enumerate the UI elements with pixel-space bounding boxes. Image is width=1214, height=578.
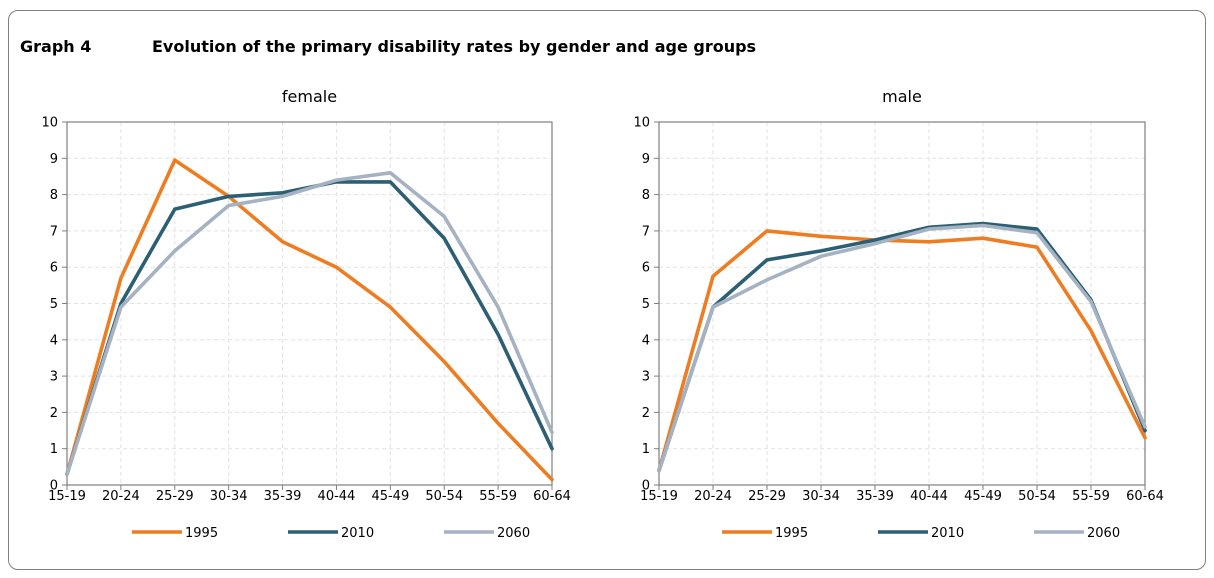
x-tick-label: 15-19	[640, 489, 678, 504]
x-tick-label: 45-49	[964, 489, 1002, 504]
x-tick-label: 40-44	[910, 489, 948, 504]
series-line-2060	[657, 223, 1147, 473]
y-tick-label: 0	[50, 479, 58, 494]
series-line-1995	[657, 229, 1147, 473]
y-tick-label: 0	[642, 479, 650, 494]
y-tick-label: 1	[50, 442, 58, 457]
legend-label-1995: 1995	[185, 526, 218, 541]
x-tick-label: 15-19	[48, 489, 86, 504]
chart-title: female	[282, 87, 337, 106]
x-tick-label: 50-54	[1018, 489, 1056, 504]
y-tick-label: 2	[50, 406, 58, 421]
y-tick-label: 9	[642, 152, 650, 167]
y-tick-label: 10	[633, 116, 650, 131]
y-tick-label: 4	[642, 333, 650, 348]
y-tick-label: 7	[50, 224, 58, 239]
series-line-1995	[65, 158, 554, 482]
x-tick-label: 45-49	[371, 489, 409, 504]
legend-label-2010: 2010	[931, 526, 964, 541]
x-tick-label: 25-29	[156, 489, 194, 504]
y-tick-label: 9	[50, 152, 58, 167]
series-line-2060	[65, 171, 554, 476]
chart-male-group: male 0 1 2 3 4 5 6 7 8 9 10 15-19 20-24 25-29 30-34 35-3…	[633, 87, 1163, 541]
x-tick-label: 30-34	[210, 489, 248, 504]
legend-label-2060: 2060	[1087, 526, 1120, 541]
y-tick-label: 2	[642, 406, 650, 421]
chart-title: male	[882, 87, 922, 106]
chart-female-group: female 0 1 2 3 4 5 6 7 8 9 10 15-19 20-24 25-29 30-34 35…	[41, 87, 570, 541]
y-tick-label: 6	[642, 261, 650, 276]
y-tick-label: 10	[41, 116, 58, 131]
y-tick-label: 6	[50, 261, 58, 276]
x-tick-label: 35-39	[264, 489, 302, 504]
plot-area-border	[658, 121, 1146, 486]
x-tick-label: 20-24	[694, 489, 732, 504]
x-tick-label: 50-54	[425, 489, 463, 504]
graph-frame	[8, 10, 1206, 570]
legend-label-2060: 2060	[497, 526, 530, 541]
legend-label-1995: 1995	[775, 526, 808, 541]
x-tick-label: 20-24	[102, 489, 140, 504]
y-tick-label: 8	[50, 188, 58, 203]
x-tick-label: 55-59	[479, 489, 517, 504]
graph-title: Evolution of the primary disability rate…	[152, 37, 757, 56]
series-line-2010	[65, 180, 554, 476]
x-tick-label: 40-44	[318, 489, 356, 504]
y-tick-label: 3	[642, 370, 650, 385]
y-tick-label: 5	[642, 297, 650, 312]
y-tick-label: 5	[50, 297, 58, 312]
y-tick-label: 7	[642, 224, 650, 239]
x-tick-label: 60-64	[533, 489, 571, 504]
graph-label: Graph 4	[20, 37, 92, 56]
x-tick-label: 60-64	[1126, 489, 1164, 504]
y-tick-label: 1	[642, 442, 650, 457]
x-tick-label: 30-34	[802, 489, 840, 504]
plot-area-border	[66, 121, 553, 486]
x-tick-label: 25-29	[748, 489, 786, 504]
y-tick-label: 4	[50, 333, 58, 348]
x-tick-label: 35-39	[856, 489, 894, 504]
y-tick-label: 8	[642, 188, 650, 203]
y-tick-label: 3	[50, 370, 58, 385]
legend-label-2010: 2010	[341, 526, 374, 541]
x-tick-label: 55-59	[1072, 489, 1110, 504]
